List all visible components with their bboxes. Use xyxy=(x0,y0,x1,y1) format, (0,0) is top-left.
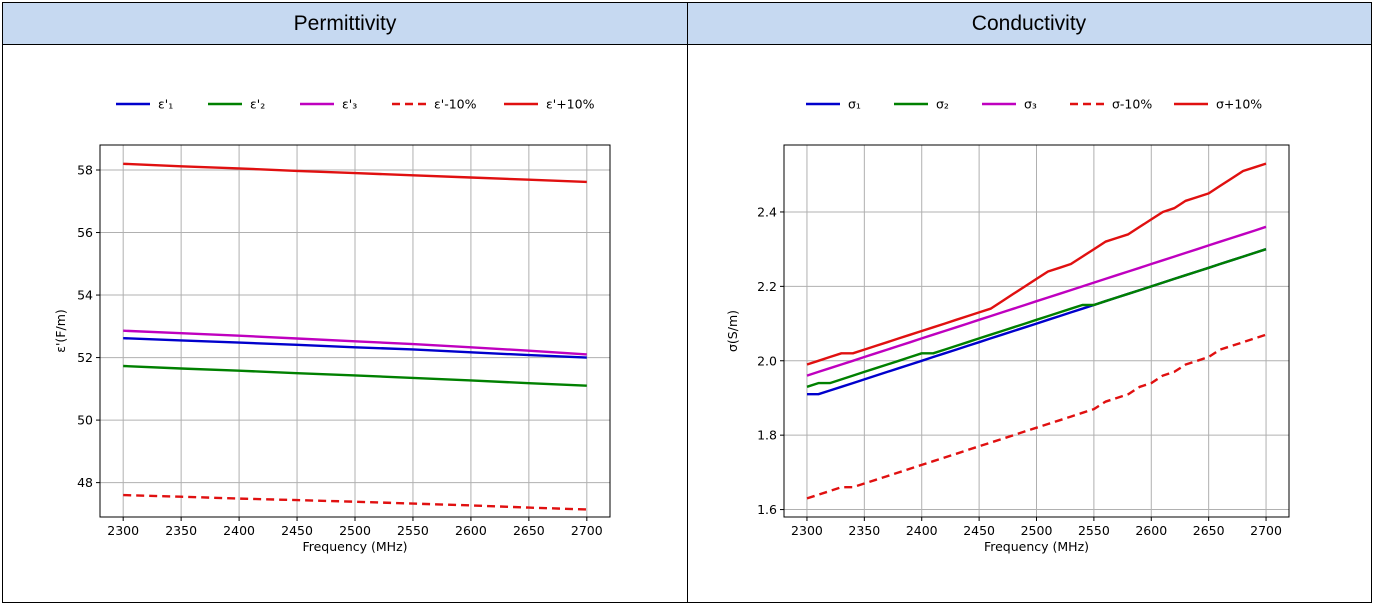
c1-series-line-2 xyxy=(806,225,1267,377)
header-conductivity-label: Conductivity xyxy=(971,11,1087,35)
c0-x-tick-label-4: 2500 xyxy=(339,523,371,538)
c1-y-axis-label: σ(S/m) xyxy=(725,310,740,352)
c1-x-tick-label-2: 2400 xyxy=(906,523,938,538)
conductivity-chart: 2300 2350 2400 2450 2500 2550 2600 2650 2700 1.6 1… xyxy=(725,97,1290,554)
c0-y-tick-label-5: 58 xyxy=(77,163,93,178)
header-conductivity: Conductivity xyxy=(687,3,1371,45)
c1-y-tick-label-4: 2.4 xyxy=(757,204,777,219)
header-permittivity: Permittivity xyxy=(3,3,687,45)
c0-x-tick-label-1: 2350 xyxy=(165,523,197,538)
c0-y-tick-label-4: 56 xyxy=(77,225,93,240)
c1-legend-label-1: σ₂ xyxy=(936,97,949,112)
c1-x-tick-label-7: 2650 xyxy=(1193,523,1225,538)
c1-series-line-4 xyxy=(806,162,1267,366)
c0-y-tick-label-1: 50 xyxy=(77,413,93,428)
c1-legend-label-3: σ-10% xyxy=(1112,97,1152,112)
c1-x-tick-label-0: 2300 xyxy=(791,523,823,538)
c1-series-line-3 xyxy=(806,333,1267,500)
c0-x-tick-label-6: 2600 xyxy=(455,523,487,538)
c0-x-tick-label-8: 2700 xyxy=(571,523,603,538)
c0-series-line-4 xyxy=(123,162,587,184)
c0-series-line-1 xyxy=(123,364,587,387)
c1-legend-label-4: σ+10% xyxy=(1216,97,1262,112)
c0-legend-label-0: ε'₁ xyxy=(158,97,173,112)
c0-series-line-0 xyxy=(123,337,587,359)
c0-x-axis-label: Frequency (MHz) xyxy=(302,539,407,554)
c1-x-tick-label-3: 2450 xyxy=(963,523,995,538)
c1-y-tick-label-0: 1.6 xyxy=(757,502,777,517)
c0-legend-label-3: ε'-10% xyxy=(434,97,477,112)
c0-legend-label-4: ε'+10% xyxy=(546,97,595,112)
header-permittivity-label: Permittivity xyxy=(293,11,397,35)
c1-x-tick-label-8: 2700 xyxy=(1250,523,1282,538)
c1-y-tick-label-2: 2.0 xyxy=(757,353,777,368)
c1-x-tick-label-1: 2350 xyxy=(848,523,880,538)
permittivity-chart: 2300 2350 2400 2450 2500 2550 2600 2650 2700 48 50… xyxy=(53,97,611,554)
c1-x-axis-label: Frequency (MHz) xyxy=(984,539,1089,554)
c0-y-tick-label-3: 54 xyxy=(77,288,93,303)
c0-y-tick-label-0: 48 xyxy=(77,475,93,490)
c0-x-tick-label-3: 2450 xyxy=(281,523,313,538)
c0-legend-label-2: ε'₃ xyxy=(342,97,357,112)
c1-x-tick-label-5: 2550 xyxy=(1078,523,1110,538)
c0-x-tick-label-0: 2300 xyxy=(107,523,139,538)
c1-y-tick-label-3: 2.2 xyxy=(757,279,777,294)
c0-legend-label-1: ε'₂ xyxy=(250,97,265,112)
c0-x-tick-label-5: 2550 xyxy=(397,523,429,538)
c1-series-line-1 xyxy=(806,248,1267,388)
c0-y-axis-label: ε'(F/m) xyxy=(53,309,68,353)
c0-x-tick-label-2: 2400 xyxy=(223,523,255,538)
c1-x-tick-label-6: 2600 xyxy=(1135,523,1167,538)
c0-series-line-2 xyxy=(123,329,587,356)
c0-y-tick-label-2: 52 xyxy=(77,350,93,365)
c1-y-tick-label-1: 1.8 xyxy=(757,428,777,443)
c0-x-tick-label-7: 2650 xyxy=(513,523,545,538)
c1-legend-label-0: σ₁ xyxy=(848,97,861,112)
c1-x-tick-label-4: 2500 xyxy=(1021,523,1053,538)
c1-legend-label-2: σ₃ xyxy=(1024,97,1037,112)
column-divider xyxy=(687,3,688,602)
